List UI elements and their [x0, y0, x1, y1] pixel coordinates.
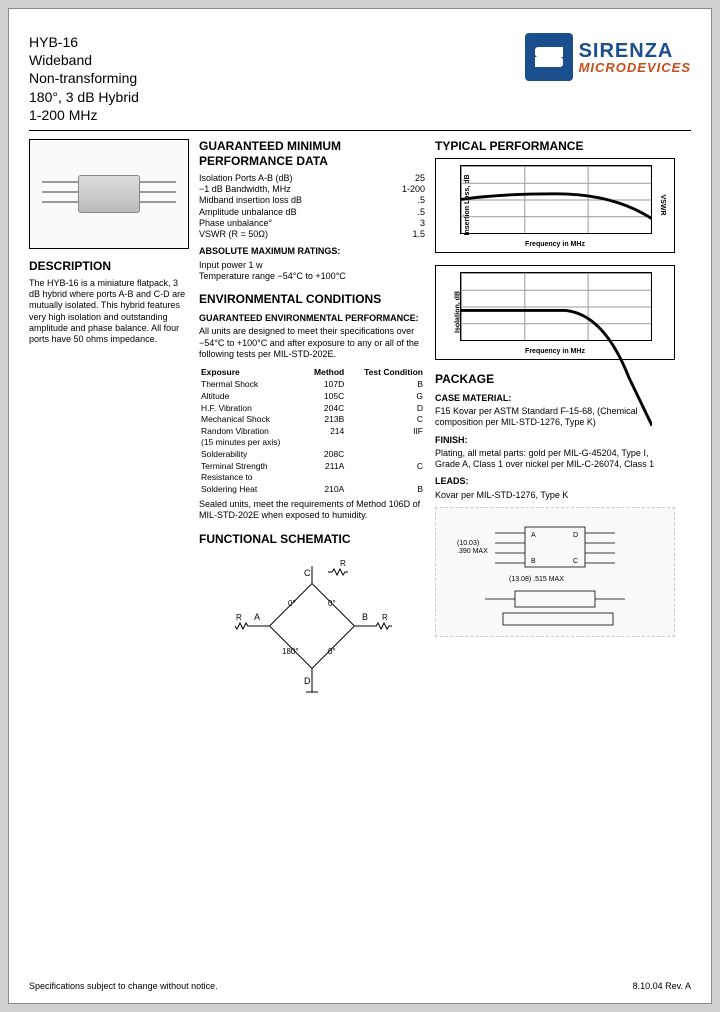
svg-text:C: C: [304, 568, 311, 578]
logo-main-text: SIRENZA: [579, 41, 691, 61]
abs-heading: ABSOLUTE MAXIMUM RATINGS:: [199, 246, 425, 257]
functional-schematic: C D A B 0° 0° 180° 0° R R R: [199, 551, 425, 701]
title-line: 180°, 3 dB Hybrid: [29, 88, 139, 106]
company-logo: SIRENZA MICRODEVICES: [525, 33, 691, 81]
logo-icon: [525, 33, 573, 81]
description-text: The HYB-16 is a miniature flatpack, 3 dB…: [29, 278, 189, 346]
table-row: Mechanical Shock213BC: [199, 414, 425, 426]
footer-left: Specifications subject to change without…: [29, 981, 218, 991]
part-number: HYB-16: [29, 33, 139, 51]
svg-text:D: D: [573, 532, 578, 539]
table-row: Solderability208C: [199, 449, 425, 461]
svg-text:B: B: [531, 558, 536, 565]
product-image: [29, 139, 189, 249]
env-text: All units are designed to meet their spe…: [199, 326, 425, 360]
schematic-heading: FUNCTIONAL SCHEMATIC: [199, 532, 425, 547]
column-left: DESCRIPTION The HYB-16 is a miniature fl…: [29, 139, 189, 701]
column-right: TYPICAL PERFORMANCE Insertion Loss, dB V…: [435, 139, 675, 701]
leads-text: Kovar per MIL-STD-1276, Type K: [435, 490, 675, 501]
logo-sub-text: MICRODEVICES: [579, 61, 691, 74]
table-row: Altitude105CG: [199, 390, 425, 402]
env-heading: ENVIRONMENTAL CONDITIONS: [199, 292, 425, 307]
description-heading: DESCRIPTION: [29, 259, 189, 274]
table-row: Random Vibration214IIF: [199, 425, 425, 437]
chart-insertion-loss: Insertion Loss, dB VSWR Frequency in MHz: [435, 158, 675, 253]
svg-text:0°: 0°: [288, 599, 296, 608]
table-row: Thermal Shock107DB: [199, 379, 425, 391]
env-sub: GUARANTEED ENVIRONMENTAL PERFORMANCE:: [199, 313, 425, 324]
svg-text:B: B: [362, 612, 368, 622]
leads-heading: LEADS:: [435, 476, 675, 487]
title-block: HYB-16 Wideband Non-transforming 180°, 3…: [29, 33, 139, 124]
header: HYB-16 Wideband Non-transforming 180°, 3…: [29, 33, 691, 124]
table-row: Soldering Heat210AB: [199, 483, 425, 495]
title-line: Non-transforming: [29, 69, 139, 87]
svg-text:(13.08) .515 MAX: (13.08) .515 MAX: [509, 576, 564, 583]
table-row: Terminal Strength211AC: [199, 460, 425, 472]
perf-heading: GUARANTEED MINIMUM PERFORMANCE DATA: [199, 139, 425, 169]
title-line: Wideband: [29, 51, 139, 69]
svg-text:A: A: [531, 532, 536, 539]
table-row: (15 minutes per axis): [199, 437, 425, 449]
table-row: Resistance to: [199, 472, 425, 484]
svg-text:C: C: [573, 558, 578, 565]
divider: [29, 130, 691, 131]
footer-right: 8.10.04 Rev. A: [633, 981, 691, 991]
abs-line: Temperature range −54°C to +100°C: [199, 271, 425, 282]
package-drawing: A D B C (10.03) .390 MAX (13.08) .515 MAX: [435, 507, 675, 637]
env-note: Sealed units, meet the requirements of M…: [199, 499, 425, 522]
svg-text:R: R: [382, 613, 388, 622]
svg-text:D: D: [304, 676, 311, 686]
table-row: H.F. Vibration204CD: [199, 402, 425, 414]
content-columns: DESCRIPTION The HYB-16 is a miniature fl…: [29, 139, 691, 701]
typical-heading: TYPICAL PERFORMANCE: [435, 139, 675, 154]
abs-line: Input power 1 w: [199, 260, 425, 271]
env-table: Exposure Method Test Condition Thermal S…: [199, 366, 425, 495]
svg-text:R: R: [236, 613, 242, 622]
chart-isolation: Isolation, dB Frequency in MHz: [435, 265, 675, 360]
perf-specs: Isolation Ports A-B (dB)25 −1 dB Bandwid…: [199, 173, 425, 241]
svg-text:0°: 0°: [328, 599, 336, 608]
datasheet-page: HYB-16 Wideband Non-transforming 180°, 3…: [8, 8, 712, 1004]
column-middle: GUARANTEED MINIMUM PERFORMANCE DATA Isol…: [199, 139, 425, 701]
title-line: 1-200 MHz: [29, 106, 139, 124]
footer: Specifications subject to change without…: [29, 981, 691, 991]
svg-text:.390 MAX: .390 MAX: [457, 548, 488, 555]
svg-text:R: R: [340, 559, 346, 568]
svg-text:(10.03): (10.03): [457, 540, 479, 547]
svg-text:A: A: [254, 612, 260, 622]
svg-text:180°: 180°: [282, 647, 299, 656]
svg-text:0°: 0°: [328, 647, 336, 656]
